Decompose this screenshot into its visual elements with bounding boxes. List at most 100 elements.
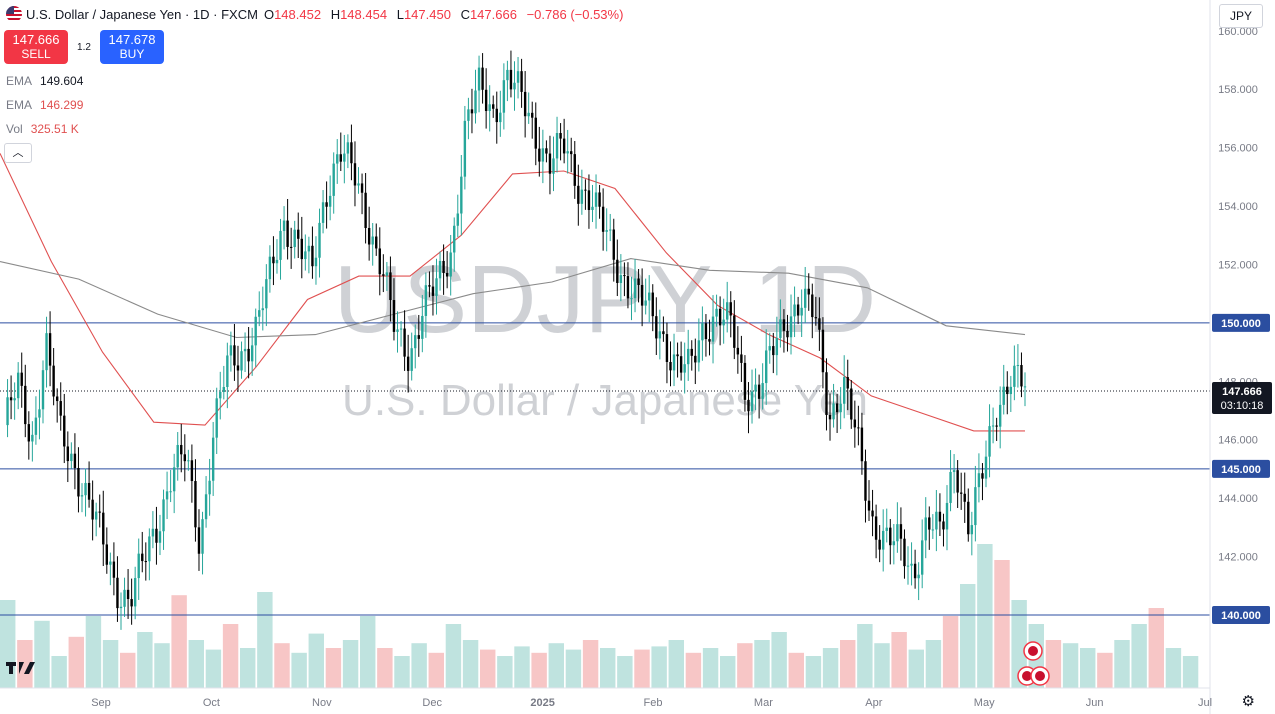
candle[interactable] xyxy=(534,102,537,166)
candle[interactable] xyxy=(442,244,445,295)
candle[interactable] xyxy=(91,480,94,541)
candle[interactable] xyxy=(889,519,892,565)
candle[interactable] xyxy=(34,396,38,445)
candle[interactable] xyxy=(1002,364,1005,415)
candle[interactable] xyxy=(722,298,725,344)
candle[interactable] xyxy=(711,295,715,364)
candle[interactable] xyxy=(665,322,669,384)
candle[interactable] xyxy=(559,123,562,161)
candle[interactable] xyxy=(48,311,52,387)
candle[interactable] xyxy=(789,294,793,355)
candle[interactable] xyxy=(658,309,662,360)
candle[interactable] xyxy=(424,272,428,338)
candle[interactable] xyxy=(265,264,268,327)
candle[interactable] xyxy=(811,283,814,339)
candle[interactable] xyxy=(942,513,945,547)
candle[interactable] xyxy=(250,327,254,376)
candle[interactable] xyxy=(804,266,807,324)
candle[interactable] xyxy=(474,69,477,124)
candle[interactable] xyxy=(116,556,119,622)
candle[interactable] xyxy=(339,132,342,172)
candle[interactable] xyxy=(846,359,849,411)
candle[interactable] xyxy=(428,271,431,298)
candle[interactable] xyxy=(786,314,789,352)
candle[interactable] xyxy=(623,262,626,297)
candle[interactable] xyxy=(864,449,867,523)
candle[interactable] xyxy=(683,342,686,394)
candle[interactable] xyxy=(959,472,963,510)
candle[interactable] xyxy=(860,412,864,475)
candle[interactable] xyxy=(336,139,339,184)
candle[interactable] xyxy=(616,239,619,297)
candle[interactable] xyxy=(258,291,261,327)
candle[interactable] xyxy=(513,61,516,111)
candle[interactable] xyxy=(87,461,91,508)
gear-icon[interactable]: ⚙ xyxy=(1241,693,1255,710)
candle[interactable] xyxy=(697,318,701,372)
candle[interactable] xyxy=(548,135,552,195)
candle[interactable] xyxy=(655,297,658,356)
candle[interactable] xyxy=(637,269,640,303)
candle[interactable] xyxy=(917,562,920,601)
candle[interactable] xyxy=(403,310,406,371)
candle[interactable] xyxy=(750,369,754,424)
candle[interactable] xyxy=(233,323,236,381)
candle[interactable] xyxy=(410,332,413,381)
candle[interactable] xyxy=(77,447,80,513)
candle[interactable] xyxy=(814,296,818,326)
candle[interactable] xyxy=(523,71,527,138)
candle[interactable] xyxy=(406,334,410,393)
candle[interactable] xyxy=(896,502,899,553)
candle[interactable] xyxy=(633,258,637,313)
candle[interactable] xyxy=(389,256,392,322)
candle[interactable] xyxy=(24,364,27,438)
candle[interactable] xyxy=(952,454,956,494)
candle[interactable] xyxy=(165,471,169,520)
candle[interactable] xyxy=(297,212,300,258)
candle[interactable] xyxy=(931,514,935,539)
candle[interactable] xyxy=(52,348,55,406)
candle[interactable] xyxy=(70,442,73,469)
candle[interactable] xyxy=(180,423,183,473)
candle[interactable] xyxy=(672,333,676,387)
candle[interactable] xyxy=(360,173,364,215)
candle[interactable] xyxy=(197,509,201,571)
candle[interactable] xyxy=(31,421,34,462)
candle[interactable] xyxy=(421,294,424,353)
candle[interactable] xyxy=(289,227,293,269)
candle[interactable] xyxy=(520,58,523,108)
candle[interactable] xyxy=(318,208,321,278)
candle[interactable] xyxy=(194,459,197,542)
candle[interactable] xyxy=(821,317,825,389)
candle[interactable] xyxy=(144,542,148,581)
candle[interactable] xyxy=(268,245,272,293)
candle[interactable] xyxy=(1020,352,1023,398)
candle[interactable] xyxy=(272,236,275,286)
candle[interactable] xyxy=(796,296,800,325)
candle[interactable] xyxy=(935,489,938,552)
candle[interactable] xyxy=(304,234,307,271)
candle[interactable] xyxy=(768,332,771,364)
candle[interactable] xyxy=(151,511,155,549)
candle[interactable] xyxy=(367,206,371,261)
candle[interactable] xyxy=(648,275,651,323)
candle[interactable] xyxy=(286,199,289,260)
candle[interactable] xyxy=(662,316,665,342)
candle[interactable] xyxy=(499,90,502,137)
candle[interactable] xyxy=(488,85,491,132)
candle[interactable] xyxy=(325,181,328,229)
candle[interactable] xyxy=(300,216,303,279)
candle[interactable] xyxy=(552,136,555,192)
candle[interactable] xyxy=(570,137,573,173)
candle[interactable] xyxy=(20,352,23,408)
currency-button[interactable]: JPY xyxy=(1219,4,1263,28)
candle[interactable] xyxy=(718,296,722,346)
candle[interactable] xyxy=(506,60,509,102)
candle[interactable] xyxy=(825,358,828,431)
candle[interactable] xyxy=(782,309,786,353)
candle[interactable] xyxy=(835,393,839,433)
candle[interactable] xyxy=(148,528,151,581)
candle[interactable] xyxy=(456,194,459,238)
candle[interactable] xyxy=(243,332,247,372)
candle[interactable] xyxy=(580,169,584,215)
